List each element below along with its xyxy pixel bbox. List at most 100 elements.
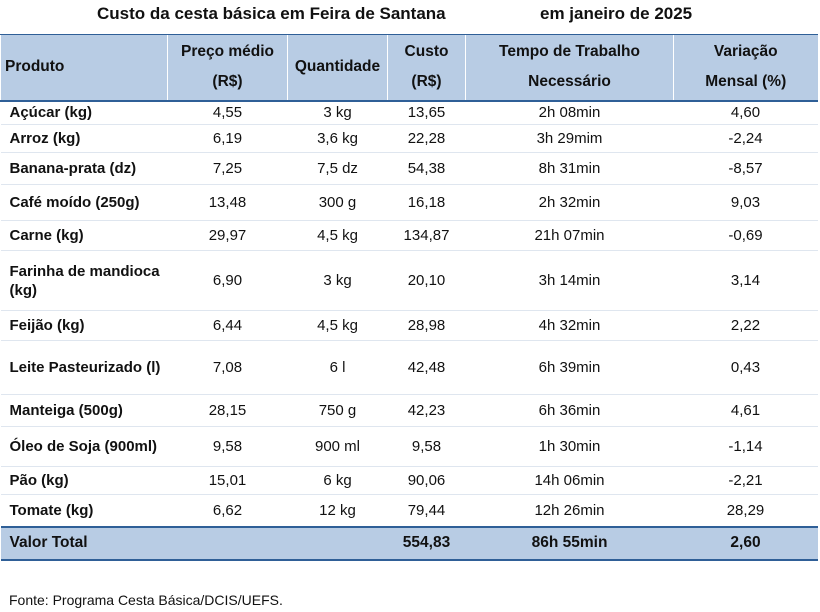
cell-quantidade: 4,5 kg xyxy=(287,220,388,251)
title-main: Custo da cesta básica em Feira de Santan… xyxy=(97,4,446,23)
cell-variacao: 4,60 xyxy=(673,100,818,125)
cell-preco: 4,55 xyxy=(167,100,288,125)
cell-tempo: 6h 36min xyxy=(465,394,674,427)
cell-produto: Farinha de mandioca (kg) xyxy=(0,250,168,311)
cell-preco: 6,19 xyxy=(167,124,288,153)
header-row: Produto Preço médio (R$) Quantidade Custo… xyxy=(0,34,818,102)
cell-custo: 20,10 xyxy=(387,250,466,311)
header-custo: Custo (R$) xyxy=(387,34,466,102)
cell-custo: 54,38 xyxy=(387,152,466,185)
cell-produto: Pão (kg) xyxy=(0,466,168,495)
cell-custo: 79,44 xyxy=(387,494,466,527)
cell-custo: 9,58 xyxy=(387,426,466,467)
table-row: Óleo de Soja (900ml) 9,58 900 ml 9,58 1h 30m… xyxy=(0,426,818,467)
table-row: Açúcar (kg) 4,55 3 kg 13,65 2h 08min 4,60 xyxy=(0,100,818,125)
cell-variacao: -8,57 xyxy=(673,152,818,185)
header-variacao: Variação Mensal (%) xyxy=(673,34,818,102)
cell-quantidade: 3,6 kg xyxy=(287,124,388,153)
cell-preco: 6,90 xyxy=(167,250,288,311)
cell-tempo: 8h 31min xyxy=(465,152,674,185)
cell-quantidade: 3 kg xyxy=(287,250,388,311)
cell-preco: 6,44 xyxy=(167,310,288,341)
cell-preco: 29,97 xyxy=(167,220,288,251)
cell-produto: Café moído (250g) xyxy=(0,184,168,221)
cell-produto: Banana-prata (dz) xyxy=(0,152,168,185)
cell-tempo: 3h 29mim xyxy=(465,124,674,153)
cell-quantidade: 6 l xyxy=(287,340,388,395)
total-empty-quantidade xyxy=(287,525,388,561)
cell-variacao: -1,14 xyxy=(673,426,818,467)
cell-tempo: 1h 30min xyxy=(465,426,674,467)
cell-quantidade: 750 g xyxy=(287,394,388,427)
cell-tempo: 2h 08min xyxy=(465,100,674,125)
total-row: Valor Total 554,83 86h 55min 2,60 xyxy=(0,525,818,561)
header-produto: Produto xyxy=(0,34,168,102)
total-empty-preco xyxy=(167,525,288,561)
cell-quantidade: 6 kg xyxy=(287,466,388,495)
cell-produto: Manteiga (500g) xyxy=(0,394,168,427)
cell-produto: Feijão (kg) xyxy=(0,310,168,341)
cell-custo: 16,18 xyxy=(387,184,466,221)
cell-quantidade: 7,5 dz xyxy=(287,152,388,185)
cell-preco: 13,48 xyxy=(167,184,288,221)
total-label: Valor Total xyxy=(0,525,168,561)
title-period: em janeiro de 2025 xyxy=(540,4,693,23)
header-preco: Preço médio (R$) xyxy=(167,34,288,102)
table-row: Tomate (kg) 6,62 12 kg 79,44 12h 26min 28,29 xyxy=(0,494,818,527)
table-body: Açúcar (kg) 4,55 3 kg 13,65 2h 08min 4,60 Arro… xyxy=(0,100,818,527)
cesta-basica-table: Produto Preço médio (R$) Quantidade Custo… xyxy=(0,34,818,561)
cell-preco: 15,01 xyxy=(167,466,288,495)
total-custo: 554,83 xyxy=(387,525,466,561)
table-row: Carne (kg) 29,97 4,5 kg 134,87 21h 07min -0,6… xyxy=(0,220,818,251)
cell-variacao: -2,24 xyxy=(673,124,818,153)
cell-preco: 28,15 xyxy=(167,394,288,427)
total-variacao: 2,60 xyxy=(673,525,818,561)
cell-custo: 22,28 xyxy=(387,124,466,153)
cell-quantidade: 12 kg xyxy=(287,494,388,527)
source-note: Fonte: Programa Cesta Básica/DCIS/UEFS. xyxy=(9,592,283,608)
table-row: Leite Pasteurizado (l) 7,08 6 l 42,48 6h 39m… xyxy=(0,340,818,395)
cell-produto: Óleo de Soja (900ml) xyxy=(0,426,168,467)
table-title: Custo da cesta básica em Feira de Santan… xyxy=(0,4,820,28)
cell-variacao: 3,14 xyxy=(673,250,818,311)
cell-variacao: 9,03 xyxy=(673,184,818,221)
cell-produto: Leite Pasteurizado (l) xyxy=(0,340,168,395)
cell-custo: 42,23 xyxy=(387,394,466,427)
cell-preco: 9,58 xyxy=(167,426,288,467)
cell-tempo: 4h 32min xyxy=(465,310,674,341)
cell-variacao: 2,22 xyxy=(673,310,818,341)
cell-custo: 134,87 xyxy=(387,220,466,251)
cell-variacao: 4,61 xyxy=(673,394,818,427)
cell-variacao: -2,21 xyxy=(673,466,818,495)
cell-variacao: -0,69 xyxy=(673,220,818,251)
cell-produto: Arroz (kg) xyxy=(0,124,168,153)
cell-custo: 42,48 xyxy=(387,340,466,395)
table-row: Café moído (250g) 13,48 300 g 16,18 2h 32min… xyxy=(0,184,818,221)
cell-produto: Carne (kg) xyxy=(0,220,168,251)
cell-tempo: 14h 06min xyxy=(465,466,674,495)
cell-custo: 90,06 xyxy=(387,466,466,495)
cell-produto: Tomate (kg) xyxy=(0,494,168,527)
cell-preco: 7,25 xyxy=(167,152,288,185)
table-row: Feijão (kg) 6,44 4,5 kg 28,98 4h 32min 2,22 xyxy=(0,310,818,341)
cell-tempo: 21h 07min xyxy=(465,220,674,251)
cell-quantidade: 900 ml xyxy=(287,426,388,467)
cell-custo: 13,65 xyxy=(387,100,466,125)
cell-tempo: 6h 39min xyxy=(465,340,674,395)
cell-quantidade: 3 kg xyxy=(287,100,388,125)
table-row: Arroz (kg) 6,19 3,6 kg 22,28 3h 29mim -2,24 xyxy=(0,124,818,153)
cell-variacao: 28,29 xyxy=(673,494,818,527)
cell-tempo: 12h 26min xyxy=(465,494,674,527)
table-row: Manteiga (500g) 28,15 750 g 42,23 6h 36min 4,… xyxy=(0,394,818,427)
cell-custo: 28,98 xyxy=(387,310,466,341)
cell-preco: 7,08 xyxy=(167,340,288,395)
header-tempo: Tempo de Trabalho Necessário xyxy=(465,34,674,102)
total-tempo: 86h 55min xyxy=(465,525,674,561)
table-row: Banana-prata (dz) 7,25 7,5 dz 54,38 8h 31min… xyxy=(0,152,818,185)
cell-preco: 6,62 xyxy=(167,494,288,527)
cell-quantidade: 300 g xyxy=(287,184,388,221)
cell-quantidade: 4,5 kg xyxy=(287,310,388,341)
header-quantidade: Quantidade xyxy=(287,34,388,102)
table-row: Pão (kg) 15,01 6 kg 90,06 14h 06min -2,21 xyxy=(0,466,818,495)
cell-tempo: 3h 14min xyxy=(465,250,674,311)
